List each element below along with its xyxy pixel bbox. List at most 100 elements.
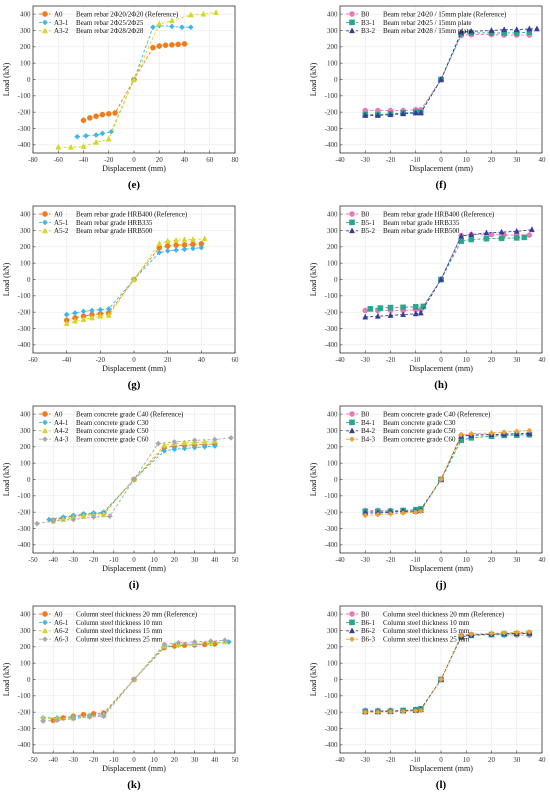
legend-series-desc: Beam rebar grade HRB335: [383, 219, 460, 227]
data-point-b6-3: [488, 630, 495, 637]
legend-marker: [42, 219, 48, 226]
y-tick-label: -300: [325, 725, 338, 733]
legend-series-name: A4-1: [54, 419, 69, 427]
data-point-a6-3: [175, 639, 182, 646]
x-tick-label: -20: [386, 356, 396, 364]
data-point-b5-1: [400, 304, 406, 311]
data-point-a4-3: [50, 518, 57, 525]
x-tick-label: -20: [89, 556, 99, 564]
x-tick-label: 10: [463, 756, 471, 764]
x-tick-label: -40: [79, 156, 89, 164]
data-point-b5-1: [367, 306, 374, 312]
series-line-b4-2: [365, 432, 530, 514]
legend-marker: [42, 227, 48, 234]
data-point-a3-2: [67, 143, 74, 150]
x-tick-label: 30: [191, 556, 199, 564]
y-tick-label: 300: [327, 627, 338, 635]
y-tick-label: 0: [334, 676, 338, 684]
data-point-b5-2: [374, 312, 381, 319]
legend-series-desc: Beam concrete grade C50: [76, 427, 149, 435]
series-line-b3-1: [365, 31, 530, 116]
data-point-b4-3: [400, 510, 407, 516]
data-point-a5-2: [156, 240, 163, 246]
data-point-b4-3: [387, 510, 394, 517]
legend-series-name: B6-1: [361, 619, 376, 627]
x-axis-title: Displacement (mm): [409, 364, 473, 373]
data-point-b3-2: [526, 25, 533, 32]
panel-label: (h): [434, 379, 448, 391]
series-line-b0: [365, 434, 530, 511]
legend-marker: [42, 27, 48, 34]
data-point-a5-1: [80, 308, 87, 315]
y-tick-label: 200: [20, 43, 31, 51]
legend-series-name: B4-2: [361, 427, 376, 435]
data-point-a5-2: [72, 317, 79, 324]
data-point-a6-3: [207, 638, 214, 644]
y-tick-label: 400: [20, 411, 31, 419]
legend-series-desc: Beam rebar 2Φ25 / 15mm plate: [383, 19, 472, 27]
legend-series-desc: Beam concrete grade C30: [383, 419, 456, 427]
data-point-a4-1: [211, 443, 218, 449]
series-line-b0: [365, 234, 530, 311]
data-point-a4-1: [161, 448, 168, 454]
y-tick-label: -400: [18, 741, 31, 749]
y-tick-label: 100: [327, 660, 338, 668]
y-tick-label: 200: [20, 643, 31, 651]
legend-series-desc: Beam rebar grade HRB400 (Reference): [383, 210, 495, 218]
legend-marker: [349, 627, 355, 634]
legend-marker: [349, 411, 355, 417]
data-point-b0: [362, 307, 369, 314]
data-point-b3-2: [438, 76, 444, 82]
y-tick-label: 0: [27, 476, 31, 484]
y-axis-title: Load (kN): [2, 262, 11, 296]
x-tick-label: 60: [206, 156, 214, 164]
data-point-a0: [105, 111, 112, 117]
data-point-b4-3: [417, 508, 424, 515]
x-tick-label: 30: [513, 356, 521, 364]
x-tick-label: -10: [411, 556, 421, 564]
y-tick-label: -400: [325, 341, 338, 349]
legend-series-desc: Beam rebar grade HRB400 (Reference): [76, 210, 188, 218]
data-point-a0: [93, 113, 99, 120]
x-tick-label: -20: [104, 156, 114, 164]
y-tick-label: 300: [327, 427, 338, 435]
legend-marker: [349, 636, 355, 643]
data-point-b3-2: [458, 28, 465, 35]
data-point-a3-1: [93, 132, 100, 138]
series-line-b6-3: [365, 631, 530, 713]
data-point-a0: [164, 243, 171, 249]
x-tick-label: -30: [69, 756, 79, 764]
y-tick-label: -300: [325, 525, 338, 533]
y-tick-label: -300: [325, 125, 338, 133]
data-point-a5-1: [97, 306, 104, 313]
y-tick-label: -200: [325, 509, 338, 517]
y-tick-label: -300: [18, 125, 31, 133]
y-tick-label: -400: [325, 541, 338, 549]
y-axis-title: Load (kN): [309, 662, 318, 696]
y-tick-label: -100: [325, 492, 338, 500]
y-tick-label: 400: [327, 11, 338, 19]
legend-marker: [349, 611, 355, 617]
legend-series-desc: Beam rebar 2Φ25/2Φ25: [76, 19, 144, 27]
legend-series-desc: Beam rebar grade HRB500: [76, 227, 153, 235]
y-tick-label: 100: [20, 460, 31, 468]
y-tick-label: -200: [325, 109, 338, 117]
data-point-a4-3: [131, 476, 137, 483]
data-point-a3-2: [80, 143, 87, 149]
x-tick-label: 10: [463, 556, 471, 564]
y-tick-label: -200: [18, 509, 31, 517]
chart-panel-g: -60 -40 -20 0 20 40 60-400-300-200-10001002003…: [2, 205, 239, 391]
y-tick-label: -300: [18, 325, 31, 333]
data-point-a4-2: [161, 441, 168, 448]
x-tick-label: -30: [361, 356, 371, 364]
legend-marker: [42, 19, 48, 26]
data-point-b5-1: [377, 305, 384, 311]
y-tick-label: -400: [18, 541, 31, 549]
data-point-a4-2: [201, 438, 208, 445]
data-point-a3-2: [93, 138, 100, 145]
data-point-b6-3: [513, 629, 520, 636]
legend-series-desc: Column steel thickness 10 mm: [76, 619, 163, 627]
y-tick-label: 100: [327, 460, 338, 468]
data-point-b6-3: [362, 709, 369, 716]
